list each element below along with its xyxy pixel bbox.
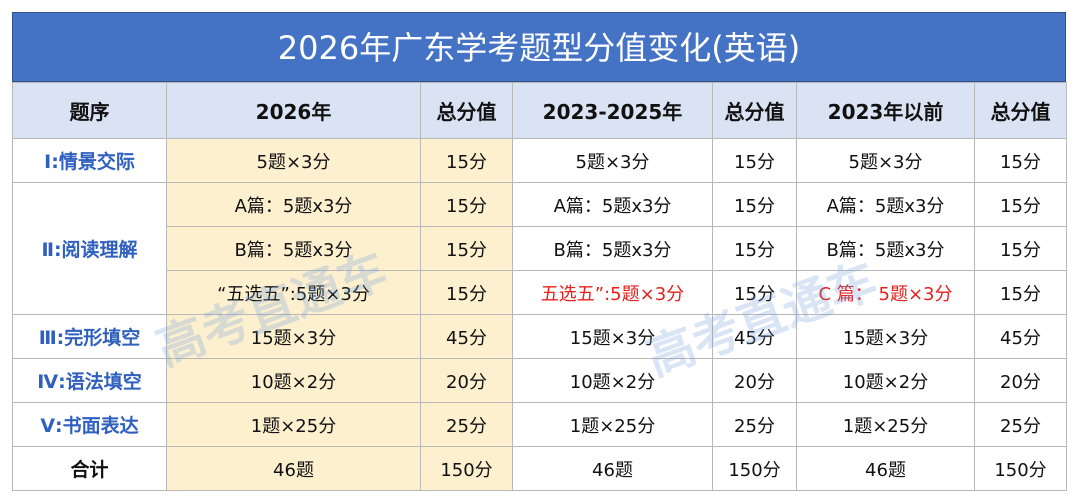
cell: “五选五”:5题×3分 (166, 270, 421, 315)
cell: 20分 (712, 358, 797, 403)
cell: 45分 (712, 314, 797, 359)
cell: 46题 (512, 446, 713, 491)
header-cell: 2026年 (166, 82, 421, 139)
table-row: Ⅲ:完形填空 15题×3分 45分 15题×3分 45分 15题×3分 45分 (12, 314, 1067, 359)
cell: 1题×25分 (796, 402, 975, 447)
table-panel: 2026年广东学考题型分值变化(英语) 题序 2026年 总分值 2023-2025年… (12, 12, 1067, 491)
cell: 15分 (420, 182, 513, 227)
cell: 1题×25分 (512, 402, 713, 447)
cell: 15分 (712, 226, 797, 271)
cell: 25分 (712, 402, 797, 447)
cell: 5题×3分 (166, 138, 421, 183)
cell: A篇：5题x3分 (512, 182, 713, 227)
cell: 10题×2分 (796, 358, 975, 403)
cell: 25分 (420, 402, 513, 447)
cell: 45分 (974, 314, 1067, 359)
cell: 15分 (420, 226, 513, 271)
cell: 15分 (712, 182, 797, 227)
cell: 15分 (712, 138, 797, 183)
cell: 15题×3分 (796, 314, 975, 359)
cell: 15题×3分 (166, 314, 421, 359)
cell: 1题×25分 (166, 402, 421, 447)
cell: 15分 (974, 226, 1067, 271)
header-cell: 总分值 (712, 82, 797, 139)
cell: 15分 (420, 270, 513, 315)
row-label: Ⅱ:阅读理解 (12, 182, 167, 315)
row-label: Ⅲ:完形填空 (12, 314, 167, 359)
row-label: 合计 (12, 446, 167, 491)
header-cell: 总分值 (420, 82, 513, 139)
cell: 五选五”:5题×3分 (512, 270, 713, 315)
header-cell: 题序 (12, 82, 167, 139)
cell: 15分 (974, 182, 1067, 227)
cell: 20分 (974, 358, 1067, 403)
header-cell: 总分值 (974, 82, 1067, 139)
cell: 15分 (712, 270, 797, 315)
row-label: Ⅳ:语法填空 (12, 358, 167, 403)
row-label: Ⅰ:情景交际 (12, 138, 167, 183)
cell: 150分 (712, 446, 797, 491)
table-row: Ⅳ:语法填空 10题×2分 20分 10题×2分 20分 10题×2分 20分 (12, 358, 1067, 403)
cell: 46题 (796, 446, 975, 491)
cell: 25分 (974, 402, 1067, 447)
cell: 15题×3分 (512, 314, 713, 359)
cell: 46题 (166, 446, 421, 491)
table-row: Ⅰ:情景交际 5题×3分 15分 5题×3分 15分 5题×3分 15分 (12, 138, 1067, 183)
header-row: 题序 2026年 总分值 2023-2025年 总分值 2023年以前 总分值 (12, 82, 1067, 139)
row-label: Ⅴ:书面表达 (12, 402, 167, 447)
cell: A篇：5题x3分 (796, 182, 975, 227)
table-row: Ⅴ:书面表达 1题×25分 25分 1题×25分 25分 1题×25分 25分 (12, 402, 1067, 447)
table: 题序 2026年 总分值 2023-2025年 总分值 2023年以前 总分值 Ⅰ:情景交际 5… (12, 82, 1067, 491)
header-cell: 2023-2025年 (512, 82, 713, 139)
cell: C 篇： 5题×3分 (796, 270, 975, 315)
table-row: “五选五”:5题×3分 15分 五选五”:5题×3分 15分 C 篇： 5题×3分 15分 (13, 270, 1067, 315)
cell: 150分 (974, 446, 1067, 491)
cell: 5题×3分 (512, 138, 713, 183)
cell: 15分 (974, 138, 1067, 183)
cell: 15分 (420, 138, 513, 183)
cell: 20分 (420, 358, 513, 403)
header-cell: 2023年以前 (796, 82, 975, 139)
table-title: 2026年广东学考题型分值变化(英语) (12, 12, 1066, 82)
cell: 10题×2分 (166, 358, 421, 403)
table-row: B篇：5题x3分 15分 B篇：5题x3分 15分 B篇：5题x3分 15分 (13, 226, 1067, 271)
cell: B篇：5题x3分 (512, 226, 713, 271)
cell: A篇：5题x3分 (166, 182, 421, 227)
cell: B篇：5题x3分 (796, 226, 975, 271)
table-row: 合计 46题 150分 46题 150分 46题 150分 (12, 446, 1067, 491)
cell: 5题×3分 (796, 138, 975, 183)
cell: 150分 (420, 446, 513, 491)
cell: 10题×2分 (512, 358, 713, 403)
cell: 45分 (420, 314, 513, 359)
cell: B篇：5题x3分 (166, 226, 421, 271)
cell: 15分 (974, 270, 1067, 315)
table-row: Ⅱ:阅读理解 A篇：5题x3分 15分 A篇：5题x3分 15分 A篇：5题x3分 15分 (12, 182, 1067, 315)
